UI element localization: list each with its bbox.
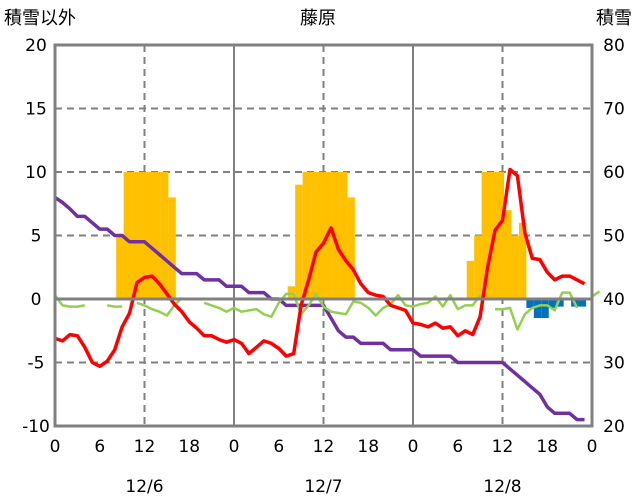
- other-line: [495, 291, 579, 331]
- snow_depth-line: [54, 195, 585, 422]
- precip_positive-bar: [466, 260, 475, 299]
- precip_negative-bar: [556, 299, 564, 307]
- left-tick-label: 0: [31, 290, 42, 310]
- date-label: 12/8: [483, 477, 521, 497]
- x-tick-label: 12: [313, 437, 335, 457]
- right-tick-label: 20: [603, 417, 625, 437]
- precip_positive-bar: [138, 172, 146, 299]
- precip_positive-bar: [116, 235, 124, 299]
- left-tick-label: 10: [25, 163, 47, 183]
- precip_positive-bar: [339, 172, 348, 299]
- x-tick-label: 6: [94, 437, 105, 457]
- date-label: 12/7: [304, 477, 342, 497]
- precip_positive-bar: [347, 197, 355, 299]
- right-axis-title: 積雪: [596, 8, 632, 29]
- precip_positive-bar: [123, 172, 132, 299]
- right-tick-label: 50: [603, 227, 625, 247]
- x-tick-label: 0: [229, 437, 240, 457]
- precip_positive-bar: [168, 197, 176, 299]
- precip_positive-bar: [153, 172, 161, 299]
- x-tick-label: 12: [492, 437, 514, 457]
- left-tick-label: -5: [28, 354, 45, 374]
- x-tick-label: 0: [50, 437, 61, 457]
- right-tick-label: 70: [603, 100, 625, 120]
- precip_negative-bar: [578, 299, 587, 307]
- precip_positive-bar: [160, 172, 169, 299]
- x-tick-label: 0: [408, 437, 419, 457]
- precip_positive-bar: [317, 172, 325, 299]
- precip_positive-bar: [332, 172, 340, 299]
- precip_positive-bar: [481, 172, 490, 299]
- precip_negative-bar: [548, 299, 557, 308]
- left-tick-label: 5: [31, 227, 42, 247]
- x-tick-label: 6: [273, 437, 284, 457]
- precip_positive-bar: [518, 222, 527, 299]
- other-line: [107, 304, 123, 308]
- bars: [116, 172, 587, 319]
- frame: [53, 43, 594, 428]
- precip_negative-bar: [526, 299, 534, 308]
- precip_positive-bar: [302, 172, 311, 299]
- temperature-series: [54, 167, 586, 369]
- precip_positive-bar: [295, 184, 303, 299]
- date-label: 12/6: [125, 477, 163, 497]
- right-tick-label: 30: [603, 354, 625, 374]
- x-tick-label: 6: [452, 437, 463, 457]
- x-tick-label: 12: [134, 437, 156, 457]
- precip_positive-bar: [310, 172, 318, 299]
- x-tick-label: 18: [357, 437, 379, 457]
- x-tick-label: 0: [587, 437, 598, 457]
- precip_positive-bar: [511, 235, 519, 299]
- lines: [53, 167, 601, 422]
- plot-border: [53, 43, 594, 428]
- right-tick-label: 40: [603, 290, 625, 310]
- left-axis-title: 積雪以外: [4, 8, 76, 29]
- right-tick-label: 60: [603, 163, 625, 183]
- temperature-line: [54, 167, 586, 369]
- x-tick-label: 18: [178, 437, 200, 457]
- precip_negative-bar: [533, 299, 542, 319]
- left-tick-label: 20: [25, 36, 47, 56]
- x-tick-label: 18: [536, 437, 558, 457]
- precip_positive-bar: [474, 235, 482, 299]
- precip_negative-bar: [541, 299, 549, 319]
- precip_positive-bar: [496, 172, 504, 299]
- precip_positive-bar: [131, 172, 139, 299]
- left-tick-label: -10: [22, 417, 50, 437]
- chart-title: 藤原: [300, 8, 336, 29]
- other-line: [53, 294, 86, 308]
- left-tick-label: 15: [25, 100, 47, 120]
- precip_positive-bar: [146, 172, 154, 299]
- right-tick-label: 80: [603, 36, 625, 56]
- precip_positive-bar: [504, 210, 512, 299]
- snow_depth-series: [54, 195, 585, 422]
